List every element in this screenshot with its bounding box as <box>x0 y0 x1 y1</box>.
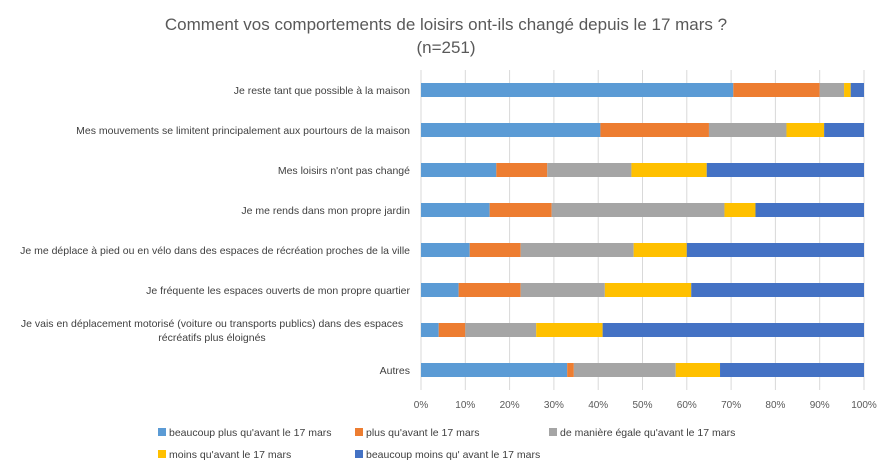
bar-segment <box>850 83 864 97</box>
bar-segment <box>604 283 692 297</box>
x-tick-label: 20% <box>500 400 520 411</box>
bar-segment <box>724 203 756 217</box>
category-label: Je fréquente les espaces ouverts de mon … <box>146 285 410 297</box>
bar-segment <box>520 283 605 297</box>
bar-segment <box>602 323 864 337</box>
x-tick-label: 40% <box>588 400 608 411</box>
bar-segment <box>421 283 459 297</box>
bar-segment <box>573 363 676 377</box>
legend-label: de manière égale qu'avant le 17 mars <box>560 427 735 439</box>
bar-segment <box>458 283 521 297</box>
x-tick-label: 90% <box>810 400 830 411</box>
legend-label: moins qu'avant le 17 mars <box>169 449 291 461</box>
x-axis-ticks: 0% 10% 20% 30% 40% 50% 60% 70% 80% 90% 100% <box>414 400 877 411</box>
category-label: Je me rends dans mon propre jardin <box>241 205 410 217</box>
x-tick-label: 60% <box>677 400 697 411</box>
bar-segment <box>520 243 634 257</box>
bar-segment <box>489 203 552 217</box>
bar-segment <box>631 163 707 177</box>
bar-segment <box>496 163 548 177</box>
bar-segment <box>720 363 864 377</box>
bar-segment <box>567 363 574 377</box>
legend-label: beaucoup plus qu'avant le 17 mars <box>169 427 332 439</box>
legend-swatch <box>549 428 557 436</box>
bar-segment <box>421 83 734 97</box>
bar-segment <box>421 123 601 137</box>
bar-segment <box>755 203 864 217</box>
bar-segment <box>686 243 864 257</box>
x-tick-label: 10% <box>455 400 475 411</box>
bar-segment <box>844 83 851 97</box>
bar-segment <box>551 203 725 217</box>
legend-swatch <box>158 450 166 458</box>
category-label: Autres <box>380 365 410 377</box>
gridlines <box>420 70 865 390</box>
x-tick-label: 0% <box>414 400 429 411</box>
bar-segment <box>421 243 470 257</box>
legend-swatch <box>355 428 363 436</box>
x-tick-label: 80% <box>765 400 785 411</box>
bar-segment <box>733 83 820 97</box>
bar-area <box>421 83 864 377</box>
legend-label: plus qu'avant le 17 mars <box>366 427 480 439</box>
x-tick-label: 50% <box>632 400 652 411</box>
category-label: récréatifs plus éloignés <box>158 332 265 344</box>
bar-segment <box>465 323 537 337</box>
bar-segment <box>633 243 687 257</box>
bar-segment <box>536 323 603 337</box>
bar-segment <box>691 283 864 297</box>
category-label: Je vais en déplacement motorisé (voiture… <box>21 318 403 330</box>
bar-segment <box>438 323 466 337</box>
category-label: Mes loisirs n'ont pas changé <box>278 165 410 177</box>
bar-segment <box>547 163 632 177</box>
bar-segment <box>675 363 721 377</box>
bar-segment <box>421 363 568 377</box>
category-label: Je me déplace à pied ou en vélo dans des… <box>20 245 410 257</box>
bar-segment <box>819 83 845 97</box>
legend-label: beaucoup moins qu' avant le 17 mars <box>366 449 540 461</box>
bar-segment <box>600 123 709 137</box>
x-tick-label: 70% <box>721 400 741 411</box>
bar-segment <box>706 163 864 177</box>
legend: beaucoup plus qu'avant le 17 mars plus qu… <box>158 427 735 461</box>
x-tick-label: 100% <box>851 400 877 411</box>
legend-swatch <box>158 428 166 436</box>
category-label: Mes mouvements se limitent principalemen… <box>76 125 410 137</box>
bar-segment <box>421 323 439 337</box>
category-label: Je reste tant que possible à la maison <box>234 85 410 97</box>
bar-segment <box>824 123 864 137</box>
category-labels: Je reste tant que possible à la maison Me… <box>20 85 410 377</box>
legend-swatch <box>355 450 363 458</box>
bar-segment <box>469 243 521 257</box>
chart-title: Comment vos comportements de loisirs ont… <box>165 15 727 34</box>
x-tick-label: 30% <box>544 400 564 411</box>
bar-segment <box>786 123 825 137</box>
bar-segment <box>421 163 497 177</box>
bar-segment <box>708 123 787 137</box>
bar-segment <box>421 203 490 217</box>
chart-subtitle: (n=251) <box>416 38 475 57</box>
